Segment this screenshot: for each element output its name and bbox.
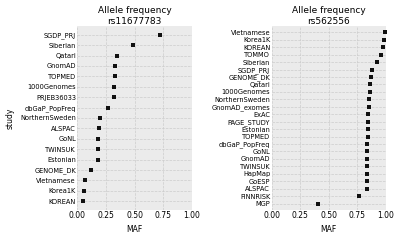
Y-axis label: study: study bbox=[6, 107, 14, 129]
Title: Allele frequency
rs562556: Allele frequency rs562556 bbox=[292, 6, 366, 26]
X-axis label: MAF: MAF bbox=[126, 225, 143, 234]
Title: Allele frequency
rs11677783: Allele frequency rs11677783 bbox=[98, 6, 172, 26]
X-axis label: MAF: MAF bbox=[321, 225, 337, 234]
